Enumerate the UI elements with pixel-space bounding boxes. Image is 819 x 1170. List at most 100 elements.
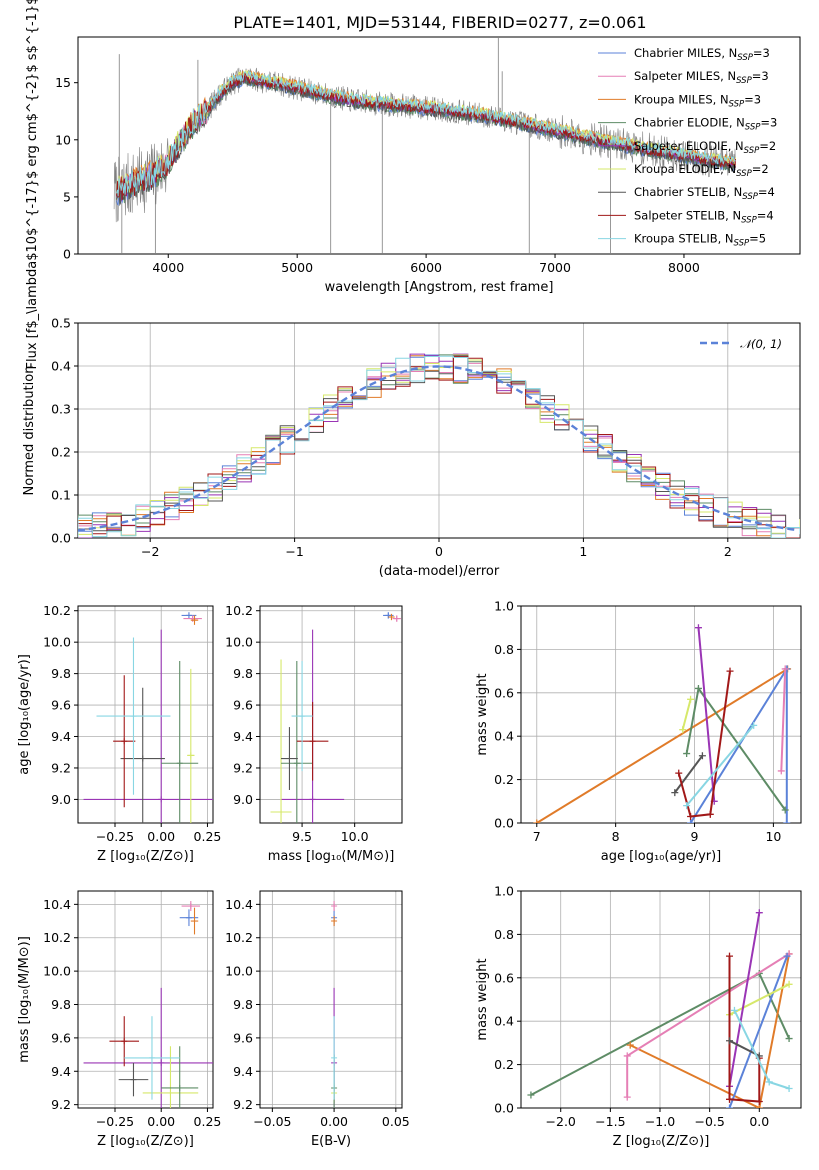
mass_vs_Z-errorbars [83, 901, 213, 1108]
weight_vs_Z-ytick-label: 0.2 [494, 1057, 514, 1072]
series-marker [687, 819, 695, 823]
data-point [158, 796, 165, 803]
legend-label: Kroupa ELODIE, NSSP=2 [634, 162, 769, 179]
residuals-ytick-label: 0.2 [51, 445, 71, 460]
data-point [191, 918, 198, 925]
residuals-ylabel: Normed distribution [22, 366, 37, 496]
series-marker [694, 624, 702, 632]
weight_vs_Z-xtick-label: −2.0 [546, 1114, 576, 1129]
series-marker [783, 952, 791, 960]
legend-label-main: Kroupa STELIB, N [634, 232, 734, 246]
series-marker [726, 1104, 734, 1108]
series-marker [726, 667, 734, 675]
weight_vs_Z-ytick-label: 0.6 [494, 970, 514, 985]
residual-histogram [78, 355, 800, 538]
spectrum-xtick-label: 7000 [539, 260, 571, 275]
weight_vs_age-xtick-label: 8 [612, 829, 620, 844]
age_vs_mass-ytick-label: 9.0 [233, 792, 253, 807]
weight_vs_age-ytick-label: 0.8 [494, 642, 514, 657]
mass_vs_Z-ytick-label: 10.0 [43, 964, 71, 979]
residuals-xtick-label: 0 [435, 544, 443, 559]
spectrum-ytick-label: 0 [63, 247, 71, 262]
residuals-legend: 𝒩(0, 1) [700, 337, 782, 351]
weight_vs_Z-xtick-label: −1.0 [645, 1114, 675, 1129]
age_vs_mass-ytick-label: 9.2 [233, 760, 253, 775]
series-marker [675, 769, 683, 777]
data-point [176, 1084, 183, 1091]
mass_vs_Z-xlabel: Z [log₁₀(Z/Z⊙)] [97, 1134, 194, 1149]
data-point [130, 713, 137, 720]
age_vs_Z-ytick-label: 10.0 [43, 635, 71, 650]
legend-label-sub: SSP [742, 192, 758, 202]
mass_vs_ebv-xtick-label: 0.05 [382, 1114, 410, 1129]
legend-label: Kroupa STELIB, NSSP=5 [634, 232, 766, 249]
series-marker [730, 1006, 738, 1014]
normal-curve [78, 365, 798, 532]
spectrum-xtick-label: 4000 [152, 260, 184, 275]
series-marker [781, 806, 789, 814]
legend-label-suffix: =4 [757, 208, 774, 222]
series-marker [781, 665, 789, 673]
age_vs_Z-xlabel: Z [log₁₀(Z/Z⊙)] [97, 849, 194, 864]
residuals-frame [77, 322, 801, 539]
spectrum-lines [113, 37, 736, 254]
data-point [393, 615, 400, 622]
age_vs_Z-xtick-label: 0.00 [147, 829, 175, 844]
data-point [388, 614, 395, 621]
legend-label-main: Chabrier ELODIE, N [634, 116, 745, 130]
data-point [167, 1089, 174, 1096]
data-point [121, 738, 128, 745]
legend-label-main: Kroupa MILES, N [634, 92, 729, 106]
weight_vs_age-ytick-label: 0.6 [494, 685, 514, 700]
spectrum-xtick-label: 5000 [281, 260, 313, 275]
weight_vs_age-xtick-label: 10 [765, 829, 781, 844]
data-point [293, 760, 300, 767]
age_vs_mass-ytick-label: 9.4 [233, 729, 253, 744]
legend-label-main: Chabrier STELIB, N [634, 185, 742, 199]
residuals-xtick-label: 2 [724, 544, 732, 559]
data-point [309, 738, 316, 745]
legend-label-main: Kroupa ELODIE, N [634, 162, 736, 176]
weight_vs_Z-frame [520, 890, 802, 1109]
residuals-ytick-label: 0.1 [51, 488, 71, 503]
residuals-ytick-label: 0.0 [51, 531, 71, 546]
series-marker [726, 1037, 734, 1045]
weight_vs_Z-ylabel: mass weight [475, 958, 490, 1040]
age_vs_Z-ytick-label: 9.4 [51, 729, 71, 744]
age_vs_Z-frame [77, 605, 214, 824]
legend-label-sub: SSP [729, 99, 745, 109]
series-marker [623, 1052, 631, 1060]
data-point [331, 903, 338, 910]
legend-label-sub: SSP [737, 53, 753, 63]
residuals-xtick-label: −1 [285, 544, 303, 559]
mass_vs_ebv-ytick-label: 9.6 [233, 1030, 253, 1045]
series-marker [626, 1041, 634, 1049]
spectrum-ytick-label: 5 [63, 189, 71, 204]
age_vs_Z-errorbars [83, 612, 213, 823]
mass_vs_ebv-ytick-label: 9.2 [233, 1097, 253, 1112]
series-marker [726, 1095, 734, 1103]
mass_vs_Z-ylabel: mass [log₁₀(M/M⊙)] [17, 936, 32, 1063]
weight_vs_Z-xlabel: Z [log₁₀(Z/Z⊙)] [613, 1134, 710, 1149]
series-marker [623, 1093, 631, 1101]
weight_vs_age-ytick-label: 0.2 [494, 772, 514, 787]
series-line [780, 668, 787, 771]
legend-label: Salpeter ELODIE, NSSP=2 [634, 139, 776, 156]
weight_vs_age-ylabel: mass weight [475, 673, 490, 755]
series-line [728, 956, 761, 1103]
data-point [176, 760, 183, 767]
legend-label-sub: SSP [736, 76, 752, 86]
series-marker [726, 952, 734, 960]
weight_vs_age-xtick-label: 9 [691, 829, 699, 844]
mass_vs_ebv-errorbars [331, 901, 338, 1108]
age_vs_Z-ytick-label: 9.2 [51, 760, 71, 775]
series-line [729, 983, 790, 1016]
legend-label-suffix: =2 [759, 139, 776, 153]
data-point [185, 612, 192, 619]
series-marker [777, 767, 785, 775]
series-marker [533, 819, 541, 823]
series-marker [755, 1104, 763, 1108]
legend-label-suffix: =3 [760, 116, 777, 130]
figure-title: PLATE=1401, MJD=53144, FIBERID=0277, z=0… [233, 13, 646, 32]
